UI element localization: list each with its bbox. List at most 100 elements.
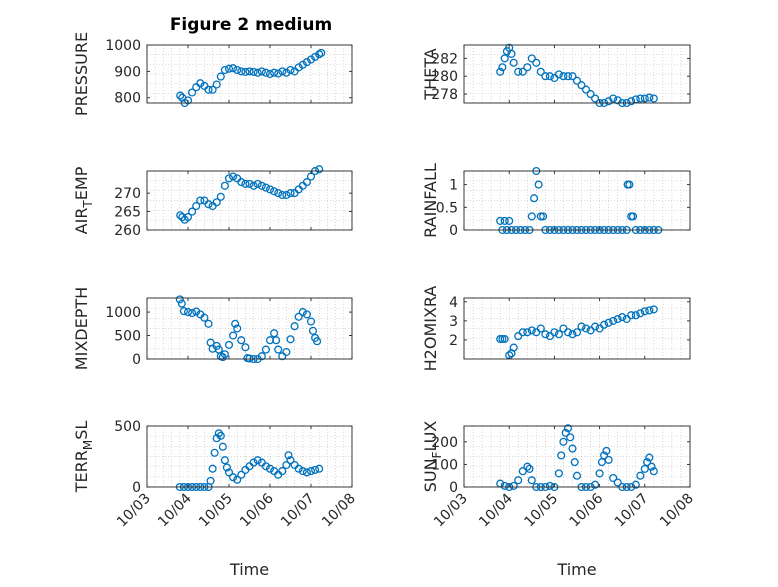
data-point [249, 458, 258, 467]
data-point [220, 350, 229, 359]
data-point [261, 68, 270, 77]
data-point [500, 481, 509, 490]
data-point [265, 69, 275, 79]
axes-box [463, 297, 691, 360]
x-tick-label: 10/06 [567, 490, 607, 530]
data-point [237, 336, 246, 345]
data-point [649, 305, 658, 314]
data-point [176, 211, 185, 220]
data-point [257, 67, 266, 76]
data-point [224, 174, 234, 183]
data-point [563, 424, 573, 433]
data-point [212, 434, 221, 443]
data-point [220, 65, 229, 75]
data-point [523, 328, 532, 337]
x-axis-label: Time [556, 560, 596, 579]
data-point [645, 306, 654, 315]
figure-title: Figure 2 medium [170, 15, 332, 35]
series-points [496, 43, 658, 108]
series-points [175, 295, 322, 364]
data-point [498, 63, 507, 72]
x-axis-label: Time [229, 560, 269, 579]
data-point [272, 336, 281, 345]
data-point [586, 90, 595, 99]
data-point [212, 198, 221, 207]
data-point [245, 179, 254, 188]
data-point [645, 93, 654, 102]
data-point [561, 428, 570, 437]
data-point [261, 345, 270, 354]
data-point [290, 67, 299, 76]
y-axis-label: THETA [421, 48, 440, 100]
data-point [177, 299, 186, 308]
data-point [609, 94, 618, 103]
y-tick-label: 1000 [105, 38, 141, 54]
data-point [261, 183, 270, 192]
data-point [282, 347, 291, 357]
data-point [581, 324, 591, 333]
data-point [270, 68, 279, 77]
x-tick-label: 10/08 [319, 491, 359, 531]
data-point [233, 65, 242, 75]
data-point [286, 189, 295, 198]
y-axis-label: MIXDEPTH [72, 287, 91, 370]
y-tick-label: 3 [449, 314, 458, 330]
grid-lines [146, 44, 353, 104]
data-point [253, 179, 262, 188]
data-point [192, 201, 201, 211]
data-point [204, 319, 213, 328]
data-point [210, 448, 219, 457]
data-point [514, 476, 523, 485]
data-point [550, 328, 559, 337]
data-point [595, 469, 604, 478]
data-point [183, 308, 193, 317]
y-axis-label: H2OMIXRA [421, 286, 440, 372]
data-point [518, 328, 527, 337]
data-point [527, 212, 536, 221]
data-point [636, 471, 645, 480]
subplot-5: 0 500 1000 MIXDEPTH [72, 287, 353, 370]
y-tick-label: 100 [431, 457, 458, 473]
data-point [233, 475, 242, 484]
x-tick-label: 10/07 [278, 491, 318, 531]
y-tick-label: 280 [431, 69, 458, 85]
data-point [212, 80, 221, 89]
data-point [179, 307, 188, 316]
data-point [539, 212, 548, 221]
data-point [231, 319, 240, 328]
data-point [500, 334, 509, 344]
data-point [274, 345, 283, 354]
data-point [265, 185, 275, 194]
data-point [317, 48, 326, 57]
data-point [618, 313, 627, 322]
data-point [505, 216, 514, 225]
data-point [224, 468, 234, 477]
data-point [302, 468, 311, 477]
data-point [214, 429, 223, 438]
data-point [534, 180, 543, 189]
data-point [315, 464, 324, 473]
data-point [216, 192, 225, 201]
data-point [229, 172, 238, 181]
data-point [496, 67, 505, 76]
data-point [527, 476, 536, 485]
data-point [563, 72, 573, 81]
data-point [557, 451, 566, 460]
data-point [286, 65, 295, 75]
data-point [278, 67, 287, 76]
x-tick-label: 10/04 [155, 490, 195, 530]
axes-box [463, 44, 691, 104]
data-point [270, 329, 279, 338]
data-point [609, 316, 618, 325]
y-tick-label: 4 [449, 295, 458, 311]
data-point [298, 308, 307, 317]
data-point [627, 311, 636, 320]
data-point [591, 480, 600, 489]
data-point [302, 58, 311, 67]
data-point [640, 307, 649, 316]
data-point [525, 464, 534, 473]
data-point [315, 165, 324, 174]
data-point [298, 467, 307, 476]
data-point [306, 467, 316, 476]
